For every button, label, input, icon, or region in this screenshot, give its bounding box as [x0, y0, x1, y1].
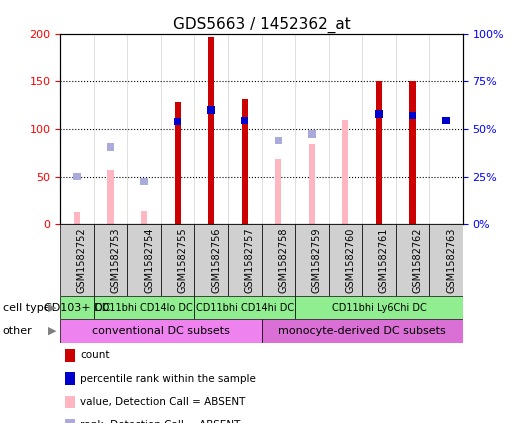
Bar — [241, 117, 248, 124]
Text: other: other — [3, 326, 32, 336]
Bar — [60, 296, 94, 319]
Bar — [94, 296, 195, 319]
Bar — [74, 212, 80, 224]
Bar — [396, 224, 429, 296]
Bar — [228, 224, 262, 296]
Bar — [262, 224, 295, 296]
Bar — [208, 106, 215, 114]
Text: GSM1582757: GSM1582757 — [245, 228, 255, 294]
Bar — [94, 224, 127, 296]
Bar — [275, 159, 281, 224]
Text: GSM1582756: GSM1582756 — [211, 228, 221, 293]
Bar — [442, 117, 450, 124]
Bar — [308, 130, 315, 137]
Text: monocyte-derived DC subsets: monocyte-derived DC subsets — [278, 326, 446, 336]
Bar — [376, 110, 383, 118]
Text: GSM1582762: GSM1582762 — [413, 228, 423, 293]
Bar — [140, 178, 147, 185]
Text: conventional DC subsets: conventional DC subsets — [92, 326, 230, 336]
Text: GDS5663 / 1452362_at: GDS5663 / 1452362_at — [173, 17, 350, 33]
Text: GSM1582761: GSM1582761 — [379, 228, 389, 293]
Bar — [127, 224, 161, 296]
Text: CD11bhi CD14hi DC: CD11bhi CD14hi DC — [196, 303, 294, 313]
Bar — [107, 170, 113, 224]
Text: ▶: ▶ — [48, 303, 56, 313]
Bar — [343, 121, 348, 224]
Bar — [161, 224, 195, 296]
Bar — [295, 224, 328, 296]
Bar — [309, 144, 315, 224]
Bar — [262, 319, 463, 343]
Bar — [73, 173, 81, 181]
Bar — [175, 102, 180, 224]
Bar — [295, 296, 463, 319]
Text: GSM1582753: GSM1582753 — [110, 228, 120, 293]
Bar — [442, 117, 450, 124]
Bar — [242, 99, 248, 224]
Bar — [141, 211, 147, 224]
Text: GSM1582755: GSM1582755 — [178, 228, 188, 294]
Text: GSM1582759: GSM1582759 — [312, 228, 322, 293]
Bar — [195, 296, 295, 319]
Text: CD11bhi CD14lo DC: CD11bhi CD14lo DC — [95, 303, 193, 313]
Text: value, Detection Call = ABSENT: value, Detection Call = ABSENT — [80, 397, 245, 407]
Text: CD11bhi Ly6Chi DC: CD11bhi Ly6Chi DC — [332, 303, 426, 313]
Text: percentile rank within the sample: percentile rank within the sample — [80, 374, 256, 384]
Bar — [362, 224, 396, 296]
Bar — [376, 81, 382, 224]
Text: rank, Detection Call = ABSENT: rank, Detection Call = ABSENT — [80, 420, 241, 423]
Bar — [429, 224, 463, 296]
Bar — [60, 319, 262, 343]
Text: count: count — [80, 350, 109, 360]
Bar — [409, 112, 416, 119]
Bar — [195, 224, 228, 296]
Text: GSM1582754: GSM1582754 — [144, 228, 154, 293]
Text: CD103+ DC: CD103+ DC — [44, 303, 110, 313]
Bar — [275, 137, 282, 144]
Text: ▶: ▶ — [48, 326, 56, 336]
Bar — [410, 81, 416, 224]
Bar — [60, 224, 94, 296]
Text: GSM1582760: GSM1582760 — [345, 228, 356, 293]
Bar — [328, 224, 362, 296]
Text: GSM1582763: GSM1582763 — [446, 228, 456, 293]
Text: cell type: cell type — [3, 303, 50, 313]
Text: GSM1582752: GSM1582752 — [77, 228, 87, 294]
Bar — [107, 143, 114, 151]
Bar — [174, 118, 181, 125]
Bar — [208, 37, 214, 224]
Text: GSM1582758: GSM1582758 — [278, 228, 288, 293]
